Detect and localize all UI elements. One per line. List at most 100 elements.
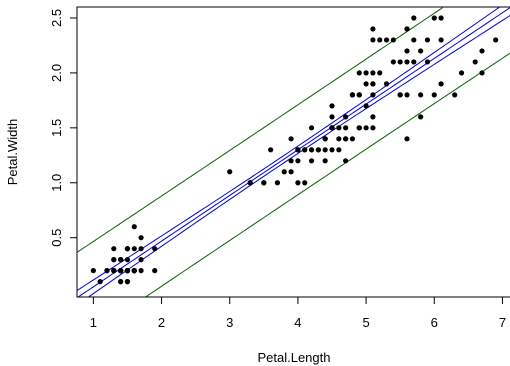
data-point	[131, 246, 137, 252]
data-point	[438, 81, 444, 87]
data-point	[404, 26, 410, 32]
y-tick-label: 0.5	[49, 229, 64, 247]
data-point	[308, 147, 315, 153]
data-point	[288, 169, 294, 175]
data-point	[104, 268, 110, 274]
data-point	[418, 114, 424, 120]
data-point	[118, 279, 124, 285]
data-point	[131, 224, 137, 230]
data-point	[131, 268, 137, 274]
data-points	[90, 15, 499, 285]
y-tick-label: 2.0	[49, 64, 64, 82]
data-point	[329, 125, 335, 131]
y-tick-label: 2.5	[49, 9, 64, 27]
data-point	[281, 169, 287, 175]
data-point	[138, 235, 144, 241]
data-point	[418, 48, 424, 54]
data-point	[152, 268, 158, 274]
data-point	[349, 92, 356, 98]
data-point	[138, 246, 144, 252]
x-tick-label: 6	[431, 315, 438, 330]
x-tick-label: 2	[158, 315, 165, 330]
data-point	[370, 26, 376, 32]
data-point	[370, 37, 376, 43]
data-point	[268, 147, 274, 153]
data-point	[431, 92, 437, 98]
data-point	[343, 136, 349, 142]
data-point	[356, 92, 362, 98]
data-point	[124, 279, 131, 285]
data-point	[308, 125, 315, 131]
data-point	[302, 180, 308, 186]
data-point	[288, 136, 294, 142]
data-point	[397, 92, 403, 98]
data-point	[118, 268, 124, 274]
data-point	[397, 59, 403, 65]
x-axis-title: Petal.Length	[257, 350, 330, 365]
data-point	[370, 92, 376, 98]
data-point	[97, 279, 103, 285]
data-point	[124, 257, 131, 263]
data-point	[322, 158, 328, 164]
data-point	[363, 103, 369, 109]
data-point	[383, 81, 390, 87]
data-point	[452, 92, 458, 98]
y-axis-title: Petal.Width	[5, 119, 20, 185]
data-point	[479, 48, 485, 54]
data-point	[370, 81, 376, 87]
data-point	[329, 114, 335, 120]
data-point	[390, 59, 396, 65]
data-point	[472, 59, 478, 65]
data-point	[363, 70, 369, 76]
data-point	[390, 37, 396, 43]
data-point	[411, 37, 417, 43]
data-point	[418, 92, 424, 98]
data-point	[329, 147, 335, 153]
data-point	[458, 70, 465, 76]
data-point	[295, 147, 301, 153]
data-point	[111, 257, 117, 263]
data-point	[227, 169, 233, 175]
prediction-lower-line	[144, 52, 510, 297]
data-point	[274, 180, 281, 186]
x-tick-label: 1	[90, 315, 97, 330]
data-point	[302, 147, 308, 153]
prediction-upper-line	[77, 7, 445, 253]
data-point	[118, 257, 124, 263]
data-point	[343, 114, 349, 120]
data-point	[152, 246, 158, 252]
data-point	[377, 70, 383, 76]
data-point	[111, 246, 117, 252]
data-point	[247, 180, 253, 186]
y-tick-label: 1.0	[49, 174, 64, 192]
data-point	[349, 136, 356, 142]
data-point	[261, 180, 267, 186]
data-point	[329, 103, 335, 109]
data-point	[363, 81, 369, 87]
data-point	[404, 59, 410, 65]
regression-line	[77, 7, 510, 297]
data-point	[479, 70, 485, 76]
data-point	[411, 59, 417, 65]
data-point	[431, 15, 437, 21]
data-point	[124, 268, 131, 274]
data-point	[315, 147, 321, 153]
data-point	[90, 268, 96, 274]
data-point	[295, 180, 301, 186]
data-point	[138, 257, 144, 263]
confidence-upper-line	[77, 7, 501, 292]
data-point	[424, 59, 431, 65]
data-point	[322, 147, 328, 153]
data-point	[377, 37, 383, 43]
data-point	[343, 158, 349, 164]
data-point	[336, 147, 342, 153]
plot-frame	[76, 6, 510, 298]
data-point	[370, 125, 376, 131]
data-point	[288, 158, 294, 164]
x-tick-label: 4	[294, 315, 301, 330]
data-point	[356, 70, 362, 76]
x-axis: 1 2 3 4 5 6 7	[90, 296, 506, 330]
data-point	[404, 136, 410, 142]
data-point	[343, 125, 349, 131]
